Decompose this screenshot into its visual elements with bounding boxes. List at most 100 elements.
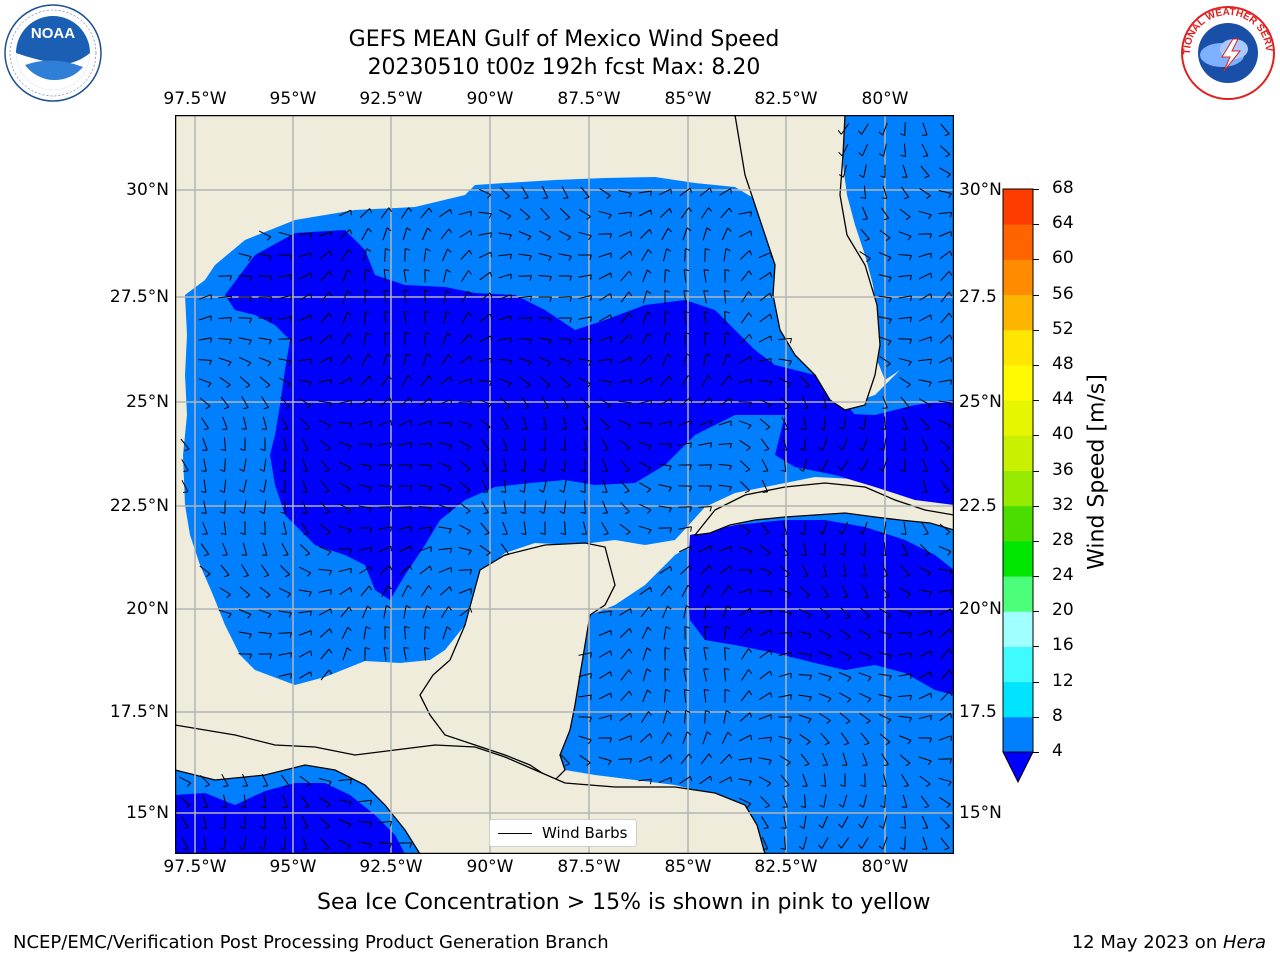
wind-barb (659, 565, 671, 575)
wind-barb-flag (665, 311, 671, 314)
wind-barb-flag (688, 753, 693, 759)
wind-barb-flag (827, 698, 832, 703)
wind-barb-flag (689, 397, 693, 403)
wind-barb (722, 605, 728, 619)
wind-barb-flag (308, 381, 312, 387)
wind-barb-flag (769, 737, 772, 743)
wind-barb (403, 269, 407, 283)
wind-barb-flag (506, 215, 512, 220)
wind-barb-flag (267, 613, 272, 619)
wind-barb (758, 714, 772, 720)
wind-barb-flag (328, 781, 332, 787)
wind-barb (820, 732, 830, 744)
wind-barb-flag (289, 338, 292, 344)
wind-barb-flag (684, 626, 690, 629)
wind-barb (778, 610, 792, 614)
wind-barb (803, 815, 807, 829)
wind-barb (918, 272, 932, 280)
wind-barb (701, 584, 709, 598)
wind-barb (378, 485, 392, 487)
wind-barb-flag (724, 647, 730, 650)
wind-barb-flag (383, 290, 389, 292)
wind-barb-flag (243, 575, 249, 578)
wind-barb (599, 187, 611, 197)
wind-barb-flag (429, 507, 432, 513)
lon-label-bottom: 80°W (861, 857, 909, 877)
wind-barb (878, 713, 892, 721)
wind-barb-flag (906, 384, 911, 388)
wind-barb-flag (748, 270, 753, 276)
wind-barb-flag (707, 374, 712, 380)
wind-barb-flag (769, 650, 773, 656)
noaa-logo: NOAA (3, 3, 103, 103)
wind-barb-flag (326, 804, 331, 808)
wind-barb-flag (384, 332, 390, 335)
wind-barb (198, 359, 212, 361)
wind-barb (503, 479, 507, 493)
wind-barb (638, 755, 652, 763)
wind-barb-flag (647, 249, 652, 254)
wind-barb-flag (290, 295, 292, 301)
wind-barb (819, 607, 831, 617)
wind-barb-flag (744, 490, 750, 494)
wind-barb (940, 690, 950, 702)
florida-land (734, 115, 881, 411)
wind-barb-flag (366, 248, 372, 252)
wind-barb (738, 588, 752, 594)
wind-barb (181, 459, 189, 471)
wind-barb (740, 648, 750, 660)
wind-barb (402, 227, 408, 241)
wind-barb-flag (369, 527, 372, 533)
wind-barb (921, 522, 929, 534)
wind-barb-flag (802, 407, 808, 409)
wind-barb (918, 692, 932, 700)
wind-barb (698, 545, 712, 553)
wind-barb (479, 418, 491, 428)
wind-barb-flag (689, 188, 693, 194)
wind-barb-flag (329, 334, 333, 340)
wind-barb-flag (306, 404, 312, 409)
wind-barb (863, 563, 867, 577)
wind-barb (382, 227, 388, 241)
wind-barb (378, 820, 392, 824)
wind-barb-flag (628, 193, 632, 198)
wind-barb-flag (798, 846, 804, 850)
wind-barb (899, 208, 911, 218)
wind-barb-flag (684, 689, 690, 692)
wind-barb-flag (865, 720, 871, 725)
colorbar-bin (1003, 470, 1033, 507)
wind-barb-flag (946, 425, 952, 430)
wind-barb (238, 631, 252, 635)
wind-barb-flag (909, 255, 912, 261)
wind-barb (618, 419, 632, 427)
wind-barb-flag (229, 296, 232, 302)
wind-barb (938, 419, 952, 427)
wind-barb (598, 252, 612, 258)
wind-barb (442, 626, 448, 640)
colorbar-tick-mark (1033, 435, 1039, 437)
wind-barb-flag (324, 469, 330, 473)
wind-barb-flag (488, 213, 492, 219)
wind-barb (638, 503, 652, 511)
wind-barb-flag (649, 733, 653, 739)
wind-barb (200, 774, 210, 786)
wind-barb (259, 376, 271, 386)
wind-barb-flag (505, 405, 511, 410)
wind-barb (940, 459, 950, 471)
wind-barb (284, 458, 286, 472)
wind-barb-flag (350, 210, 352, 216)
wind-barb-flag (909, 632, 912, 638)
wind-barb (658, 188, 672, 196)
wind-barb (242, 542, 248, 556)
wind-barb-flag (328, 291, 333, 297)
colorbar-bin (1003, 540, 1033, 577)
wind-barb (659, 208, 671, 218)
wind-barb (439, 586, 451, 596)
wind-barb-flag (365, 626, 371, 630)
wind-barb-flag (607, 760, 612, 766)
wind-barb-flag (328, 570, 332, 576)
wind-barb-flag (948, 669, 953, 675)
wind-barb-flag (948, 312, 953, 318)
wind-barb (584, 500, 586, 514)
wind-barb (638, 422, 652, 424)
